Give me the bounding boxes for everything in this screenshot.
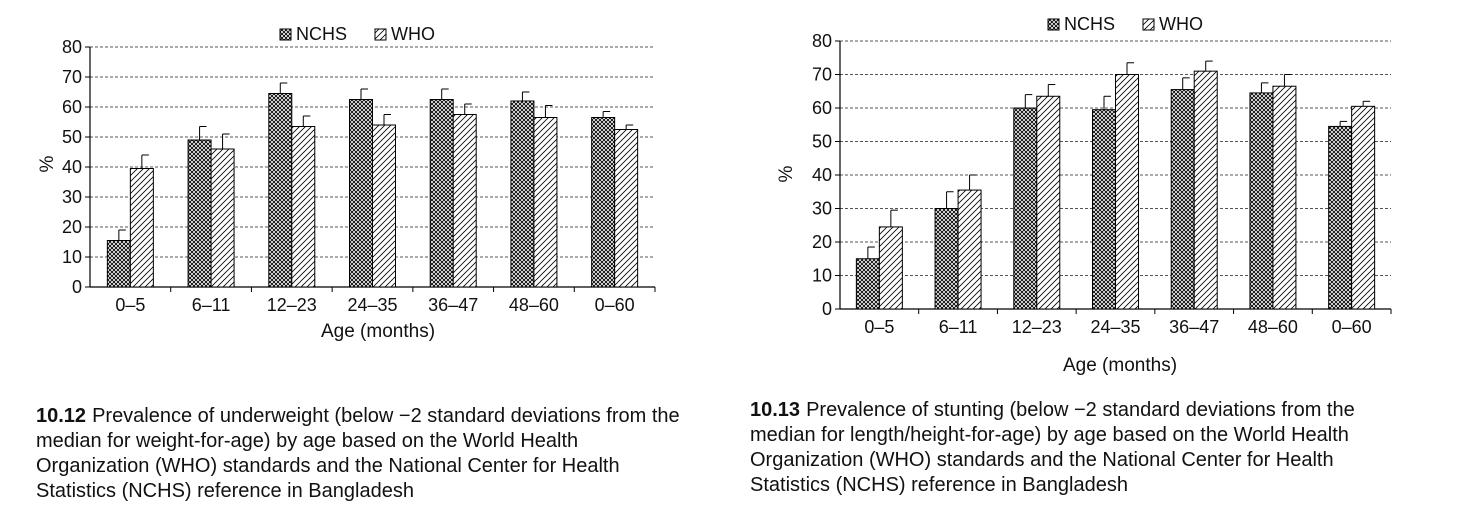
bar-who [210, 148, 235, 288]
x-tick-label: 24–35 [347, 295, 397, 315]
y-tick-label: 0 [822, 299, 832, 319]
bar-who [452, 114, 477, 288]
bar-nchs [106, 240, 131, 288]
legend-label-nchs: NCHS [296, 24, 347, 44]
x-tick-label: 0–60 [595, 295, 635, 315]
bar-who [291, 126, 316, 288]
figure-caption: 10.13 Prevalence of stunting (below −2 st… [750, 398, 1410, 498]
x-tick-label: 12–23 [267, 295, 317, 315]
bar-who [1351, 105, 1376, 310]
bar-who [1036, 95, 1061, 310]
bar-nchs [1249, 92, 1274, 310]
bar-nchs [1328, 125, 1353, 310]
y-tick-label: 10 [62, 247, 82, 267]
x-tick-label: 48–60 [1248, 317, 1298, 337]
caption-number: 10.13 [750, 399, 801, 421]
y-tick-label: 80 [62, 37, 82, 57]
y-tick-label: 80 [812, 31, 832, 51]
y-tick-label: 60 [62, 97, 82, 117]
x-axis-label: Age (months) [1063, 355, 1177, 376]
legend-label-nchs: NCHS [1064, 14, 1115, 34]
x-tick-label: 36–47 [1169, 317, 1219, 337]
y-tick-label: 0 [72, 277, 82, 297]
y-tick-label: 30 [812, 199, 832, 219]
y-axis-label: % [776, 165, 797, 182]
bar-nchs [349, 99, 373, 288]
bar-who [533, 117, 558, 288]
y-tick-label: 30 [62, 187, 82, 207]
x-tick-label: 0–5 [115, 295, 145, 315]
bar-who [1272, 85, 1297, 310]
y-tick-label: 20 [62, 217, 82, 237]
x-tick-label: 12–23 [1012, 317, 1062, 337]
bar-nchs [1013, 107, 1038, 310]
bar-who [614, 129, 639, 288]
chart-legend: NCHS WHO [279, 24, 435, 44]
bar-who [878, 226, 903, 310]
x-tick-label: 48–60 [509, 295, 559, 315]
bar-nchs [510, 100, 535, 288]
y-tick-label: 70 [62, 67, 82, 87]
x-tick-label: 6–11 [192, 295, 231, 315]
bar-who [372, 124, 396, 288]
chart-legend: NCHS WHO [1047, 14, 1203, 34]
y-tick-label: 50 [62, 127, 82, 147]
bar-who [129, 168, 154, 288]
bar-nchs [429, 99, 454, 288]
figure-caption: 10.12 Prevalence of underweight (below −2… [36, 404, 696, 504]
stunting-bar-chart: 0 10 20 30 40 50 60 70 80 0–5 6–11 12–23 24–35 36–47 4… [776, 14, 1392, 376]
bar-nchs [1092, 109, 1116, 310]
bar-who [957, 189, 982, 310]
bar-who [1115, 74, 1139, 310]
y-tick-label: 20 [812, 232, 832, 252]
x-tick-label: 0–5 [864, 317, 894, 337]
bar-nchs [934, 208, 959, 310]
bar-nchs [268, 93, 293, 288]
legend-label-who: WHO [1159, 14, 1203, 34]
legend-swatch-who [1142, 18, 1155, 31]
caption-number: 10.12 [36, 405, 87, 427]
y-tick-label: 40 [62, 157, 82, 177]
legend-label-who: WHO [391, 24, 435, 44]
figure-10-13: 0 10 20 30 40 50 60 70 80 0–5 6–11 12–23 24–35 36–47 4… [730, 0, 1466, 508]
x-tick-label: 0–60 [1332, 317, 1372, 337]
bar-nchs [1170, 89, 1195, 310]
y-tick-label: 70 [812, 65, 832, 85]
x-tick-label: 6–11 [939, 317, 978, 337]
legend-swatch-nchs [1047, 18, 1060, 31]
figure-10-12: 0 10 20 30 40 50 60 70 80 0–5 6–11 12–23 24–35 36–47 4… [0, 0, 720, 508]
y-tick-label: 10 [812, 266, 832, 286]
x-tick-label: 24–35 [1090, 317, 1140, 337]
x-tick-label: 36–47 [428, 295, 478, 315]
caption-text: Prevalence of underweight (below −2 stan… [36, 405, 680, 502]
y-tick-label: 50 [812, 132, 832, 152]
bar-nchs [187, 139, 212, 288]
y-tick-label: 40 [812, 165, 832, 185]
bar-who [1193, 70, 1218, 310]
legend-swatch-who [374, 28, 387, 41]
x-axis-label: Age (months) [321, 321, 435, 342]
legend-swatch-nchs [279, 28, 292, 41]
y-axis-label: % [37, 155, 58, 172]
bar-nchs [591, 117, 616, 288]
caption-text: Prevalence of stunting (below −2 standar… [750, 399, 1355, 496]
bar-nchs [855, 258, 880, 310]
underweight-bar-chart: 0 10 20 30 40 50 60 70 80 0–5 6–11 12–23 24–35 36–47 4… [37, 24, 656, 342]
y-tick-label: 60 [812, 98, 832, 118]
